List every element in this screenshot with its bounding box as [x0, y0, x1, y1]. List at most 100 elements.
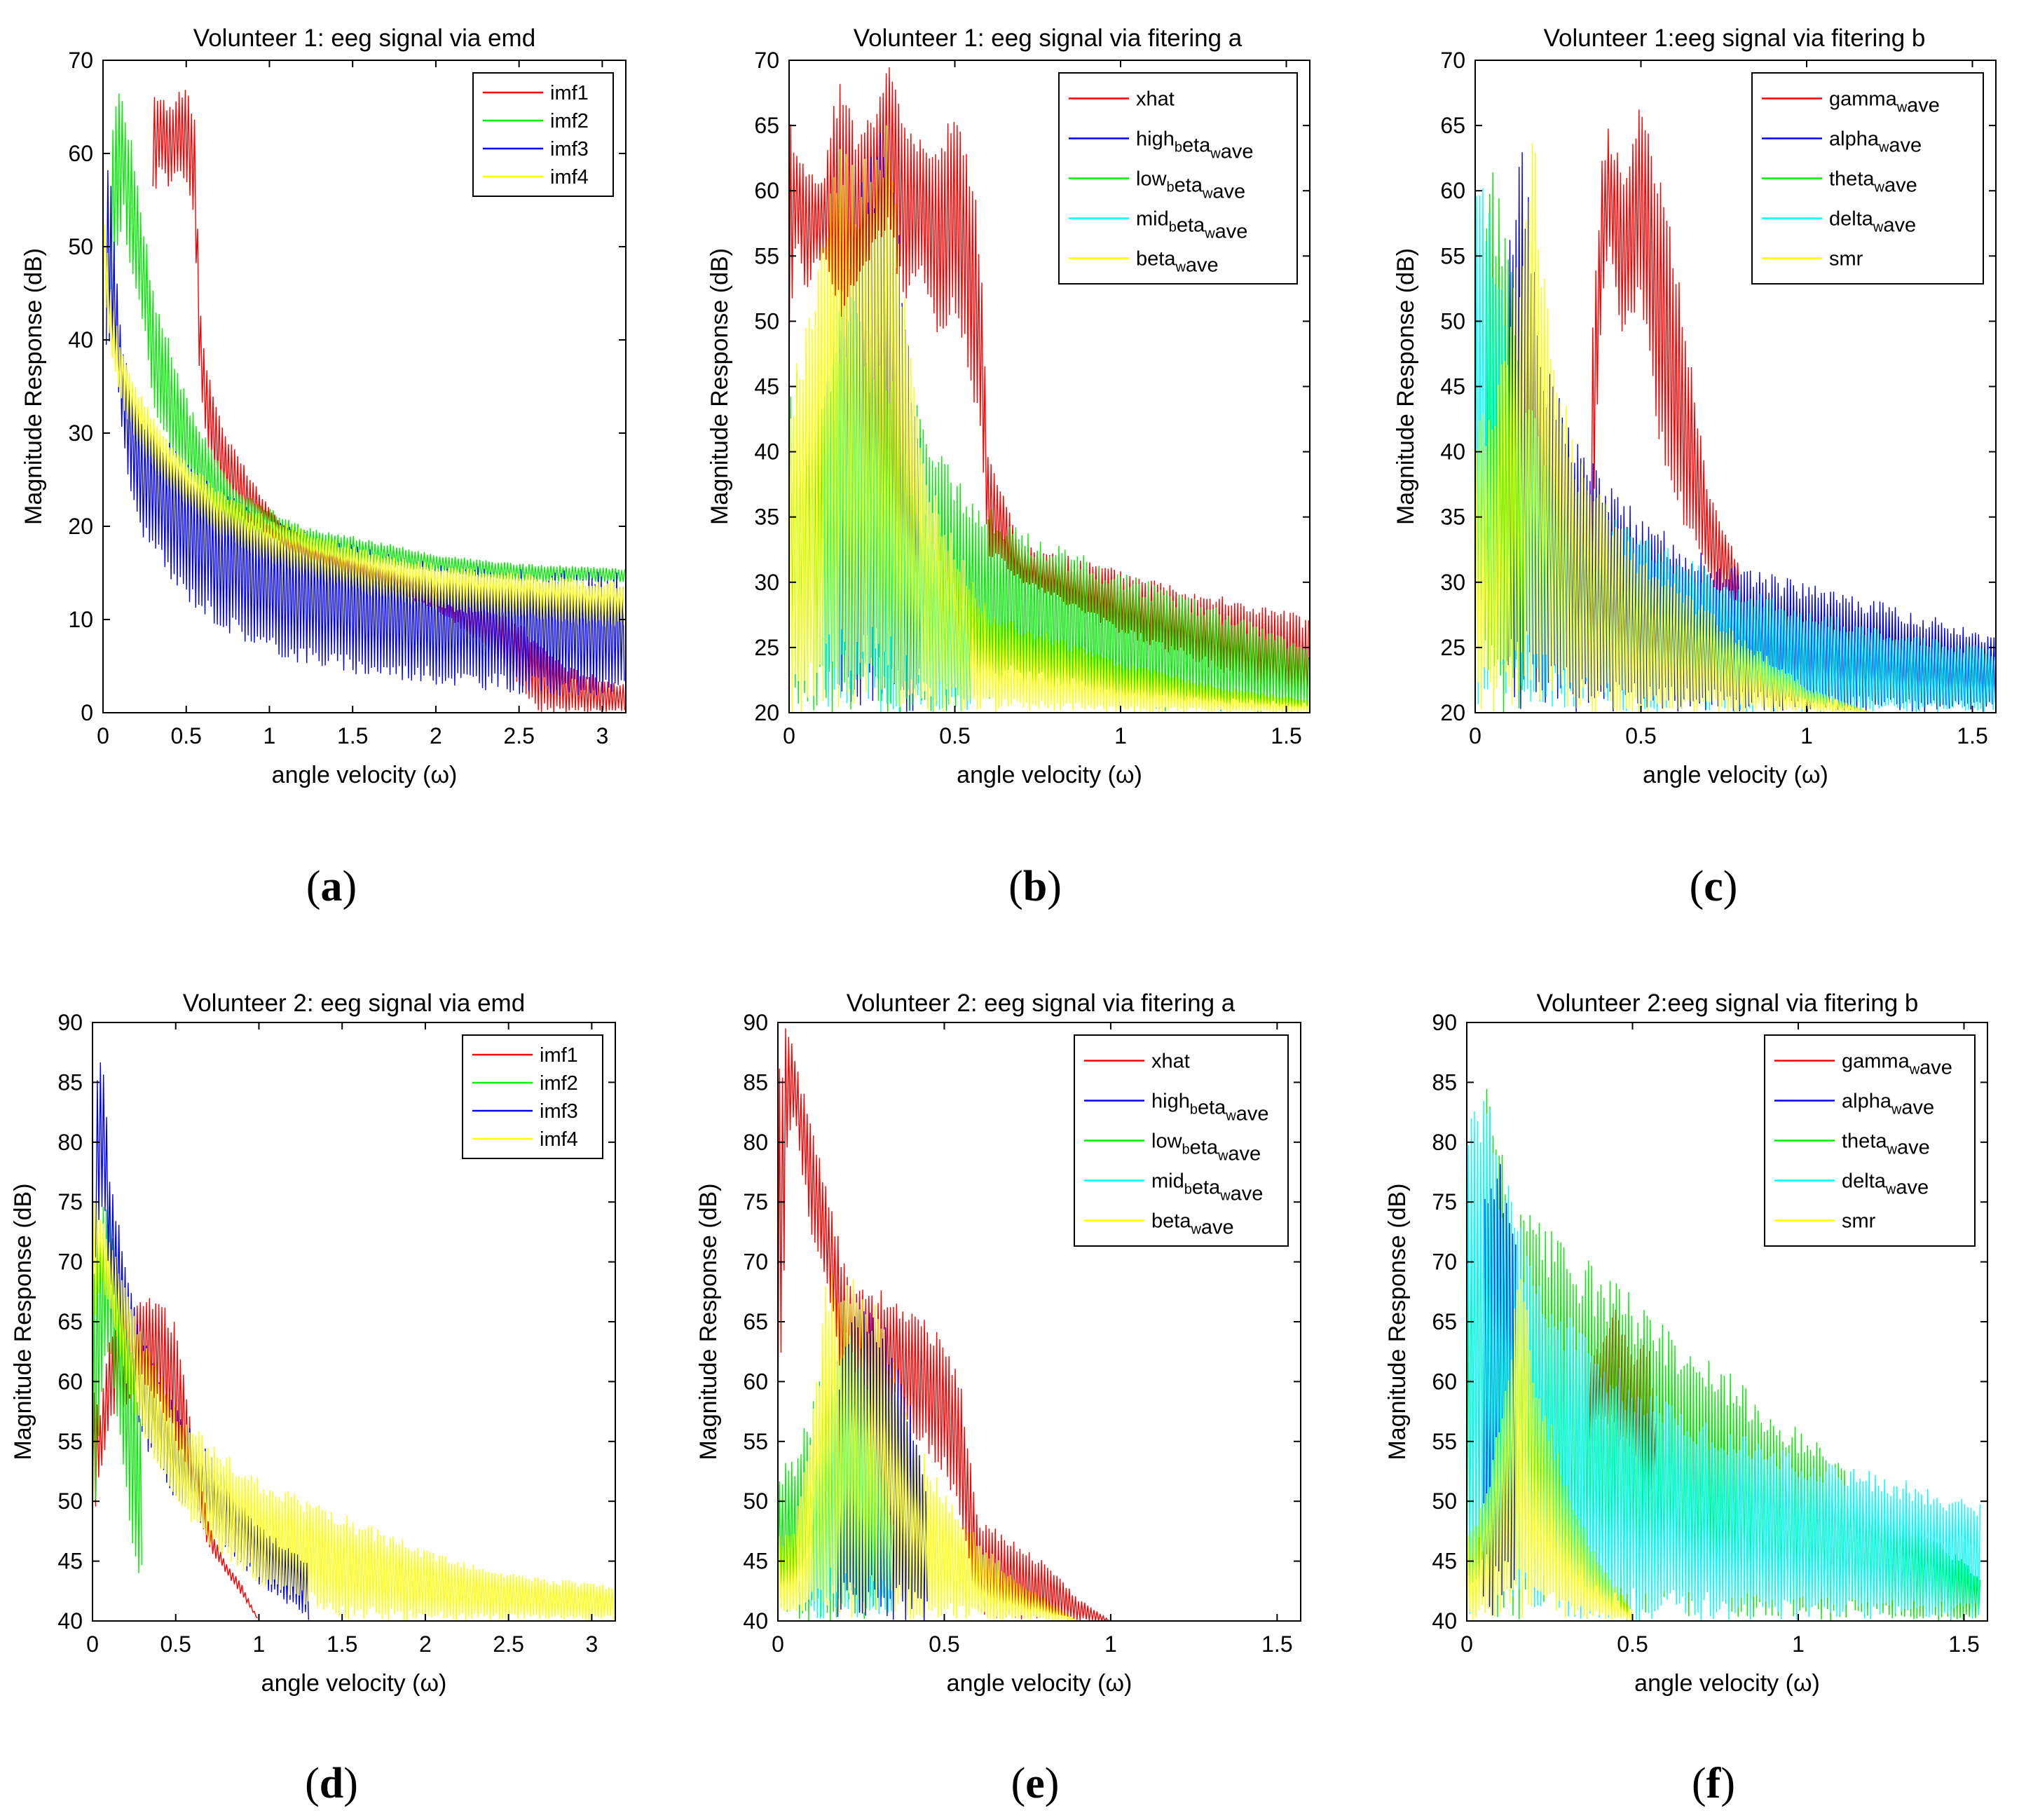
series-imf3	[106, 170, 625, 696]
legend-text-part: imf2	[540, 1072, 578, 1095]
x-tick-label: 0	[783, 723, 795, 748]
y-tick-label: 85	[743, 1069, 768, 1095]
y-tick-label: 60	[1440, 178, 1465, 203]
y-tick-label: 40	[1440, 439, 1465, 465]
legend-text-part: ave	[1896, 1177, 1929, 1199]
x-axis-label: angle velocity (ω)	[261, 1670, 447, 1697]
y-tick-label: 70	[743, 1250, 768, 1275]
legend-label-alpha_wave: alphawave	[1842, 1090, 1934, 1119]
legend-text-part: imf4	[540, 1128, 578, 1151]
y-tick-label: 80	[1432, 1130, 1457, 1155]
legend-text-part: w	[1204, 226, 1215, 242]
x-axis-label: angle velocity (ω)	[957, 762, 1142, 788]
y-tick-label: 60	[754, 178, 779, 203]
chart-d: 0 0.5 1 1.5 2 2.5 3 40 45 50 55 60 65 70 75 80 85 90 angle…	[10, 1010, 616, 1697]
legend-text-part: w	[1873, 220, 1884, 235]
legend-label-xhat: xhat	[1151, 1051, 1190, 1073]
legend-text-part: beta	[1136, 248, 1176, 271]
legend-text-part: ave	[1884, 175, 1917, 197]
legend-label-delta_wave: deltawave	[1842, 1170, 1929, 1199]
series-xhat	[789, 67, 1310, 703]
legend-label-mid_beta_wave: midbetawave	[1151, 1170, 1263, 1205]
panel-f-title: Volunteer 2:eeg signal via fitering b	[1537, 990, 1919, 1017]
legend-label-low_beta_wave: lowbetawave	[1151, 1130, 1261, 1165]
y-tick-label: 20	[1440, 700, 1465, 725]
y-tick-label: 90	[1432, 1010, 1457, 1035]
x-tick-label: 1	[1792, 1631, 1805, 1657]
legend-label-beta_wave: betawave	[1151, 1210, 1234, 1239]
panel-a-label: (a)	[306, 863, 357, 910]
legend-text-part: w	[1909, 1062, 1920, 1078]
panel-c-letter: c	[1704, 863, 1723, 910]
legend-text-part: ave	[1897, 1137, 1930, 1159]
y-tick-label: 60	[68, 141, 93, 166]
y-axis-label: Magnitude Response (dB)	[1384, 1183, 1411, 1460]
legend-text-part: delta	[1842, 1170, 1887, 1193]
x-tick-label: 0.5	[170, 723, 201, 748]
x-tick-label: 0	[86, 1631, 99, 1657]
series-mid_beta_wave	[821, 291, 971, 713]
y-axis-label: Magnitude Response (dB)	[20, 248, 47, 525]
legend-label-high_beta_wave: highbetawave	[1151, 1090, 1269, 1125]
legend-text-part: w	[1878, 140, 1889, 156]
series-line-imf2	[93, 1205, 143, 1573]
panel-b-title: Volunteer 1: eeg signal via fitering a	[854, 25, 1243, 52]
legend-text-part: eta	[1198, 1097, 1226, 1119]
axes-box	[102, 60, 627, 713]
series-line-imf4	[103, 224, 625, 627]
legend-label-imf3: imf3	[550, 138, 589, 160]
legend-text-part: b	[1169, 220, 1177, 235]
legend-text-part: w	[1887, 1142, 1898, 1158]
y-tick-label: 65	[57, 1309, 83, 1334]
legend-text-part: ave	[1919, 1057, 1952, 1079]
legend-text-part: theta	[1842, 1130, 1887, 1153]
y-tick-label: 45	[1440, 374, 1465, 399]
x-tick-label: 0.5	[939, 723, 970, 748]
legend-text-part: ave	[1228, 1143, 1261, 1165]
y-tick-label: 55	[57, 1429, 83, 1454]
legend-e: xhat highbetawave lowbetawave midbetawave be…	[1074, 1034, 1289, 1247]
x-axis-label: angle velocity (ω)	[947, 1670, 1132, 1697]
x-tick-label: 1	[1104, 1631, 1117, 1657]
y-tick-label: 50	[1440, 308, 1465, 334]
y-tick-label: 35	[1440, 505, 1465, 530]
legend-text-part: w	[1217, 1149, 1228, 1164]
x-tick-label: 1	[1114, 723, 1127, 748]
legend-text-part: low	[1136, 168, 1168, 191]
legend-text-part: eta	[1175, 175, 1203, 197]
legend-text-part: ave	[1231, 1183, 1264, 1205]
series-gamma_wave	[1590, 109, 1740, 602]
legend-text-part: imf3	[550, 138, 589, 160]
y-tick-label: 85	[1432, 1069, 1457, 1095]
series-imf2	[111, 93, 626, 582]
legend-label-mid_beta_wave: midbetawave	[1136, 208, 1247, 243]
x-tick-label: 0.5	[160, 1631, 191, 1657]
legend-label-theta_wave: thetawave	[1829, 168, 1917, 197]
x-tick-label: 0	[1460, 1631, 1473, 1657]
series-imf2	[93, 1205, 143, 1573]
y-tick-label: 65	[754, 113, 779, 138]
series-line-xhat	[789, 67, 1310, 703]
legend-text-part: w	[1885, 1182, 1896, 1198]
panel-f-letter: f	[1706, 1760, 1722, 1807]
legend-text-part: ave	[1883, 214, 1916, 237]
legend-text-part: theta	[1829, 168, 1875, 191]
x-tick-label: 1	[1800, 723, 1813, 748]
series-xhat	[778, 1028, 1110, 1621]
y-tick-label: 55	[1432, 1429, 1457, 1454]
legend-label-imf2: imf2	[550, 110, 589, 132]
series-smr	[1475, 143, 1873, 713]
legend-label-smr: smr	[1842, 1210, 1876, 1233]
panel-e-label: (e)	[1011, 1760, 1060, 1807]
y-tick-label: 65	[1432, 1309, 1457, 1334]
legend-label-smr: smr	[1829, 248, 1863, 271]
y-tick-label: 0	[81, 700, 93, 725]
series-line-imf2	[111, 93, 626, 582]
legend-text-part: w	[1190, 1222, 1201, 1238]
y-tick-label: 25	[1440, 635, 1465, 660]
legend-text-part: imf1	[540, 1044, 578, 1067]
y-tick-label: 75	[57, 1189, 83, 1215]
legend-box	[472, 72, 614, 197]
x-tick-label: 2	[430, 723, 442, 748]
